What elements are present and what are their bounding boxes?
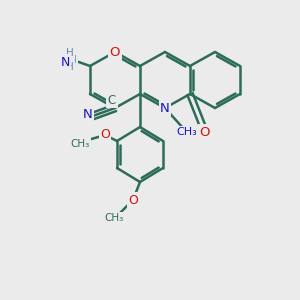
Text: N: N xyxy=(83,107,93,121)
Text: N: N xyxy=(160,101,170,115)
Text: CH₃: CH₃ xyxy=(177,127,197,137)
Text: O: O xyxy=(128,194,138,206)
Text: N: N xyxy=(60,56,70,68)
Text: CH₃: CH₃ xyxy=(104,213,124,223)
Text: CH₃: CH₃ xyxy=(70,139,90,149)
Text: H: H xyxy=(66,48,74,58)
Text: O: O xyxy=(100,128,110,142)
Text: C: C xyxy=(108,94,116,106)
Text: H: H xyxy=(66,62,74,72)
Text: O: O xyxy=(110,46,120,59)
Text: O: O xyxy=(200,125,210,139)
Text: H: H xyxy=(69,55,77,65)
